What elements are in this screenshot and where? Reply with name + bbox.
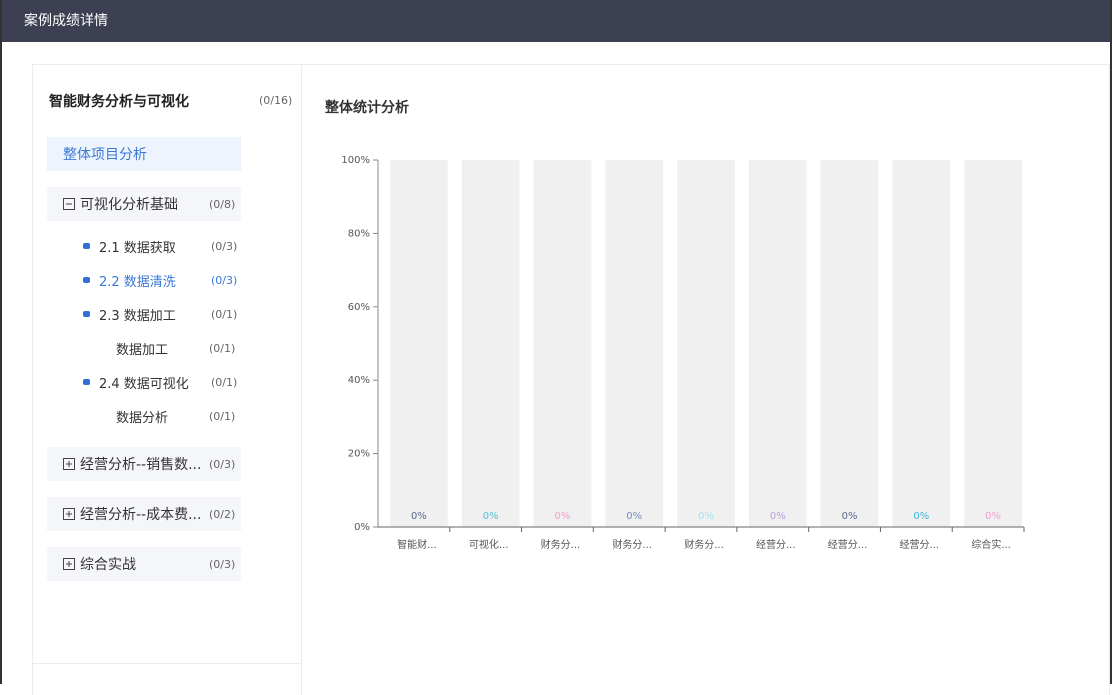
sidebar-count: (0/16)	[259, 94, 293, 107]
bullet	[83, 379, 90, 385]
y-tick-label: 100%	[341, 155, 370, 166]
value-label: 0%	[985, 511, 1001, 522]
bar-background	[677, 160, 735, 527]
card: 智能财务分析与可视化 (0/16) 整体项目分析可视化分析基础 (0/8) 2.1 …	[32, 64, 1110, 695]
x-tick-label: 可视化...	[469, 538, 509, 551]
item-count: (0/3)	[209, 457, 236, 471]
value-label: 0%	[913, 511, 929, 522]
tree-item[interactable]: 2.2 数据清洗 (0/3)	[47, 263, 241, 297]
y-tick-label: 80%	[348, 228, 370, 239]
bullet	[83, 277, 90, 283]
item-count: (0/3)	[211, 273, 238, 287]
y-tick-label: 60%	[348, 302, 370, 313]
bar-background	[390, 160, 448, 527]
tree-item[interactable]: 2.3 数据加工 (0/1)	[47, 297, 241, 331]
bar-background	[533, 160, 592, 527]
item-label: 2.3 数据加工	[99, 308, 176, 324]
bar-background	[892, 160, 951, 527]
expand-icon[interactable]	[63, 557, 76, 571]
item-label: 数据分析	[116, 410, 169, 426]
item-count: (0/1)	[209, 341, 236, 355]
bar-background	[820, 160, 879, 527]
tree-item[interactable]: 2.4 数据可视化 (0/1)	[47, 365, 241, 399]
value-label: 0%	[483, 511, 499, 522]
item-label: 整体项目分析	[63, 147, 147, 163]
bar-background	[964, 160, 1022, 527]
tree-item[interactable]: 可视化分析基础 (0/8)	[47, 187, 241, 221]
tree-item[interactable]: 综合实战 (0/3)	[47, 547, 241, 581]
tree-item[interactable]: 数据加工 (0/1)	[47, 331, 241, 365]
item-count: (0/1)	[211, 307, 238, 321]
x-tick-label: 财务分...	[541, 538, 581, 551]
tree-item[interactable]: 经营分析--销售数... (0/3)	[47, 447, 241, 481]
item-label: 2.4 数据可视化	[99, 376, 189, 392]
value-label: 0%	[555, 511, 571, 522]
item-count: (0/2)	[209, 507, 236, 521]
item-count: (0/3)	[211, 239, 238, 253]
item-label: 数据加工	[116, 342, 169, 358]
divider	[33, 663, 301, 664]
x-tick-label: 经营分...	[900, 538, 940, 551]
item-count: (0/3)	[209, 557, 236, 571]
bullet	[83, 243, 90, 249]
y-tick-label: 0%	[354, 522, 370, 533]
x-tick-label: 综合实...	[971, 538, 1011, 551]
item-label: 综合实战	[80, 557, 136, 573]
nav-link[interactable]: 整体项目分析	[47, 137, 241, 171]
x-tick-label: 智能财...	[397, 538, 437, 551]
sidebar-title: 智能财务分析与可视化	[49, 94, 189, 110]
value-label: 0%	[626, 511, 642, 522]
item-count: (0/1)	[209, 409, 236, 423]
header: 案例成绩详情	[2, 0, 1110, 42]
y-tick-label: 20%	[348, 449, 370, 460]
expand-icon[interactable]	[63, 457, 76, 471]
tree-item[interactable]: 经营分析--成本费... (0/2)	[47, 497, 241, 531]
bar-background	[605, 160, 664, 527]
item-label: 可视化分析基础	[80, 197, 178, 213]
x-tick-label: 财务分...	[612, 538, 652, 551]
item-label: 经营分析--销售数...	[80, 457, 202, 473]
value-label: 0%	[842, 511, 858, 522]
bar-background	[461, 160, 520, 527]
expand-icon[interactable]	[63, 507, 76, 521]
header-title: 案例成绩详情	[24, 13, 108, 29]
value-label: 0%	[411, 511, 427, 522]
tree-item[interactable]: 数据分析 (0/1)	[47, 399, 241, 433]
x-tick-label: 经营分...	[756, 538, 796, 551]
bullet	[83, 311, 90, 317]
panel-title: 整体统计分析	[325, 100, 409, 116]
value-label: 0%	[770, 511, 786, 522]
x-tick-label: 经营分...	[828, 538, 868, 551]
bar-background	[748, 160, 807, 527]
item-count: (0/8)	[209, 197, 236, 211]
item-label: 2.1 数据获取	[99, 240, 176, 256]
tree-item[interactable]: 2.1 数据获取 (0/3)	[47, 229, 241, 263]
item-label: 2.2 数据清洗	[99, 274, 176, 290]
value-label: 0%	[698, 511, 714, 522]
item-label: 经营分析--成本费...	[80, 507, 202, 523]
y-tick-label: 40%	[348, 375, 370, 386]
collapse-icon[interactable]	[63, 197, 76, 211]
item-count: (0/1)	[211, 375, 238, 389]
sidebar: 智能财务分析与可视化 (0/16) 整体项目分析可视化分析基础 (0/8) 2.1 …	[33, 65, 302, 695]
x-tick-label: 财务分...	[684, 538, 724, 551]
